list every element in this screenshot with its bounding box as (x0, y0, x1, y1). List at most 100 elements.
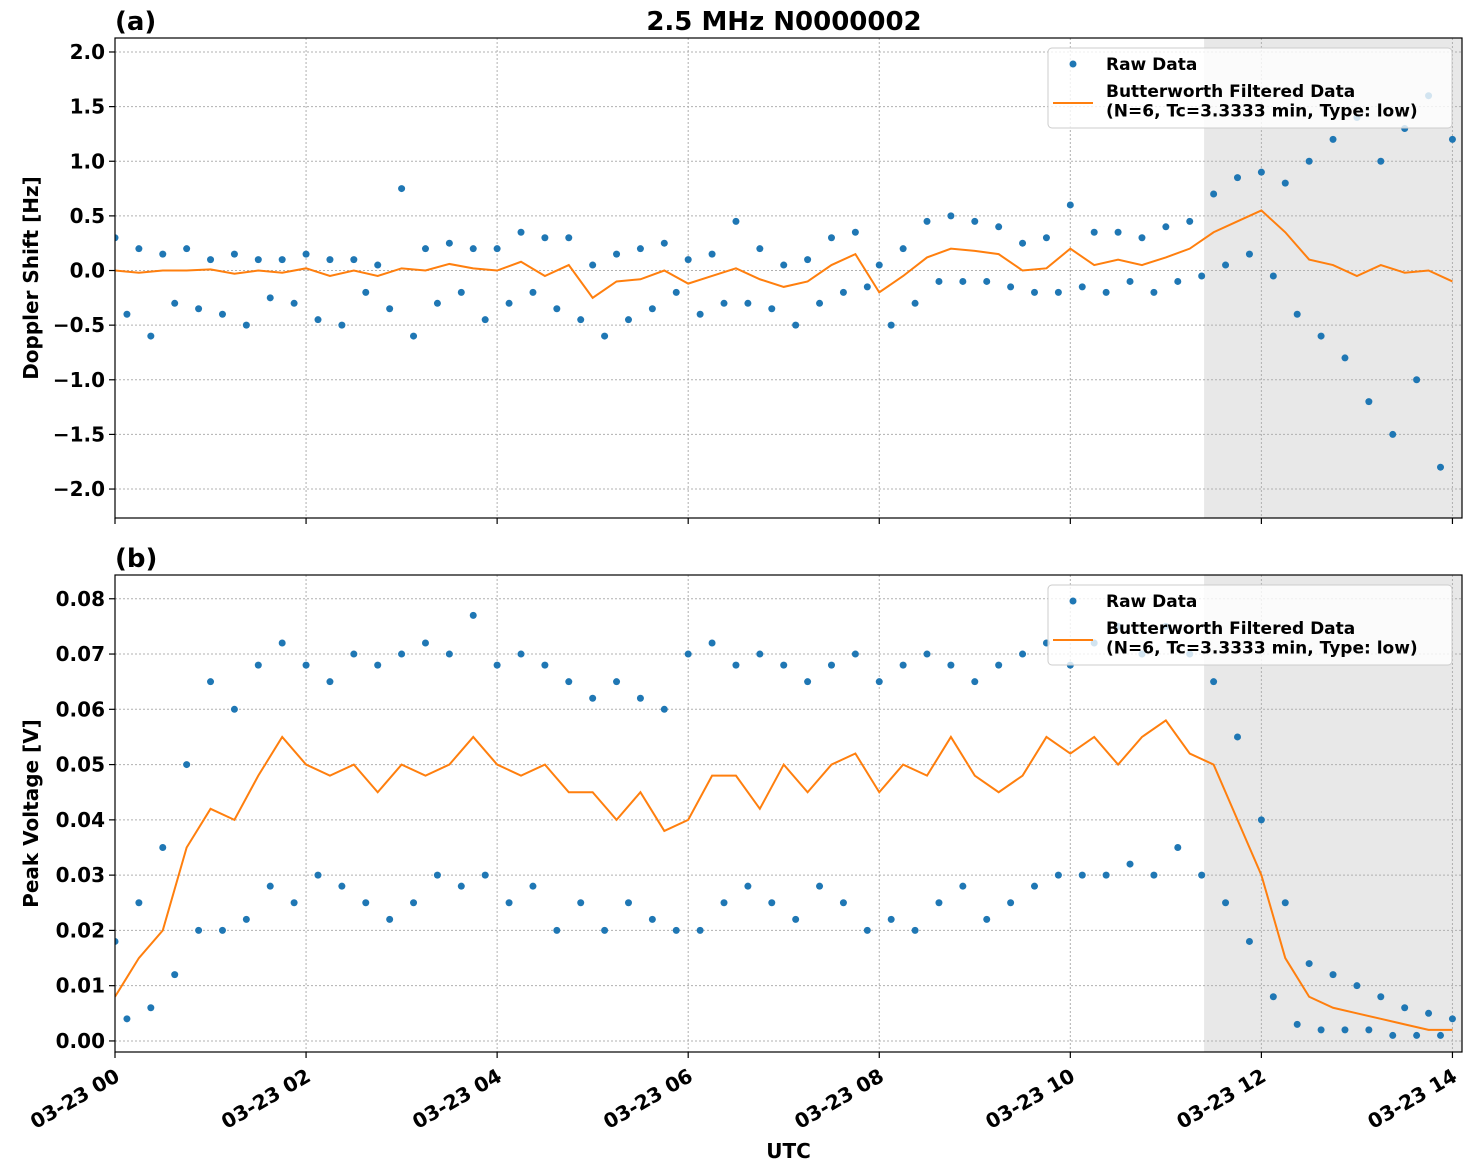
x-tick-label: 03-23 00 (26, 1064, 124, 1134)
raw-point (816, 299, 824, 307)
raw-point (421, 245, 429, 253)
raw-point (1198, 871, 1206, 879)
y-axis-label: Peak Voltage [V] (19, 719, 43, 908)
raw-point (648, 915, 656, 923)
legend-marker (1069, 597, 1077, 605)
raw-point (1448, 1015, 1456, 1023)
y-tick-label: 1.5 (70, 95, 105, 119)
raw-point (218, 310, 226, 318)
y-tick-label: 0.05 (56, 753, 105, 777)
raw-point (899, 245, 907, 253)
raw-point (947, 212, 955, 220)
raw-point (481, 871, 489, 879)
y-tick-label: 0.00 (56, 1029, 105, 1053)
raw-point (959, 277, 967, 285)
raw-point (123, 1015, 131, 1023)
raw-point (159, 843, 167, 851)
legend-label: Butterworth Filtered Data (N=6, Tc=3.3333… (1106, 82, 1418, 122)
raw-point (875, 678, 883, 686)
raw-point (565, 678, 573, 686)
raw-point (302, 661, 310, 669)
raw-point (1078, 283, 1086, 291)
raw-point (672, 288, 680, 296)
x-axis-label: UTC (766, 1139, 811, 1163)
raw-point (135, 899, 143, 907)
raw-point (115, 937, 119, 945)
raw-point (624, 316, 632, 324)
raw-point (851, 228, 859, 236)
raw-point (851, 650, 859, 658)
raw-point (1019, 650, 1027, 658)
raw-point (147, 332, 155, 340)
raw-point (684, 256, 692, 264)
raw-point (696, 926, 704, 934)
y-tick-label: −2.0 (53, 477, 105, 501)
raw-point (971, 217, 979, 225)
raw-point (230, 250, 238, 258)
raw-point (1377, 157, 1385, 165)
raw-point (1281, 179, 1289, 187)
raw-point (827, 661, 835, 669)
raw-point (780, 661, 788, 669)
raw-point (1186, 217, 1194, 225)
legend-box (1047, 47, 1453, 129)
raw-point (577, 316, 585, 324)
raw-point (720, 299, 728, 307)
raw-point (887, 321, 895, 329)
raw-point (935, 277, 943, 285)
filtered-line (115, 209, 1453, 300)
y-tick-label: −0.5 (53, 313, 105, 337)
raw-point (159, 250, 167, 258)
raw-point (1054, 288, 1062, 296)
x-tick-label: 03-23 06 (599, 1064, 697, 1134)
raw-point (1317, 1026, 1325, 1034)
raw-point (601, 332, 609, 340)
raw-point (1102, 871, 1110, 879)
raw-point (541, 661, 549, 669)
y-tick-label: 0.01 (56, 974, 105, 998)
x-tick-label: 03-23 12 (1172, 1064, 1270, 1134)
x-tick-label: 03-23 10 (981, 1064, 1079, 1134)
raw-point (672, 926, 680, 934)
plot-area (115, 611, 1456, 1039)
raw-point (1090, 228, 1098, 236)
raw-point (1389, 1031, 1397, 1039)
raw-point (1210, 678, 1218, 686)
raw-point (1030, 288, 1038, 296)
raw-point (613, 678, 621, 686)
raw-point (636, 245, 644, 253)
legend-box (1047, 584, 1453, 666)
filtered-line (115, 718, 1453, 1031)
raw-point (923, 217, 931, 225)
raw-point (1341, 354, 1349, 362)
raw-point (1066, 201, 1074, 209)
raw-point (1305, 960, 1313, 968)
raw-point (505, 899, 513, 907)
raw-point (541, 234, 549, 242)
raw-point (732, 661, 740, 669)
raw-point (135, 245, 143, 253)
raw-point (326, 256, 334, 264)
raw-point (481, 316, 489, 324)
raw-point (959, 882, 967, 890)
raw-point (887, 915, 895, 923)
raw-point (1353, 982, 1361, 990)
raw-point (1341, 1026, 1349, 1034)
raw-point (947, 661, 955, 669)
raw-point (553, 305, 561, 313)
raw-point (768, 305, 776, 313)
raw-point (1413, 1031, 1421, 1039)
raw-point (624, 899, 632, 907)
raw-point (1437, 1031, 1445, 1039)
raw-point (410, 332, 418, 340)
raw-point (863, 283, 871, 291)
raw-point (696, 310, 704, 318)
y-tick-label: 0.5 (70, 204, 105, 228)
raw-point (792, 915, 800, 923)
raw-point (171, 971, 179, 979)
raw-point (720, 899, 728, 907)
raw-point (839, 288, 847, 296)
raw-point (935, 899, 943, 907)
raw-point (362, 899, 370, 907)
